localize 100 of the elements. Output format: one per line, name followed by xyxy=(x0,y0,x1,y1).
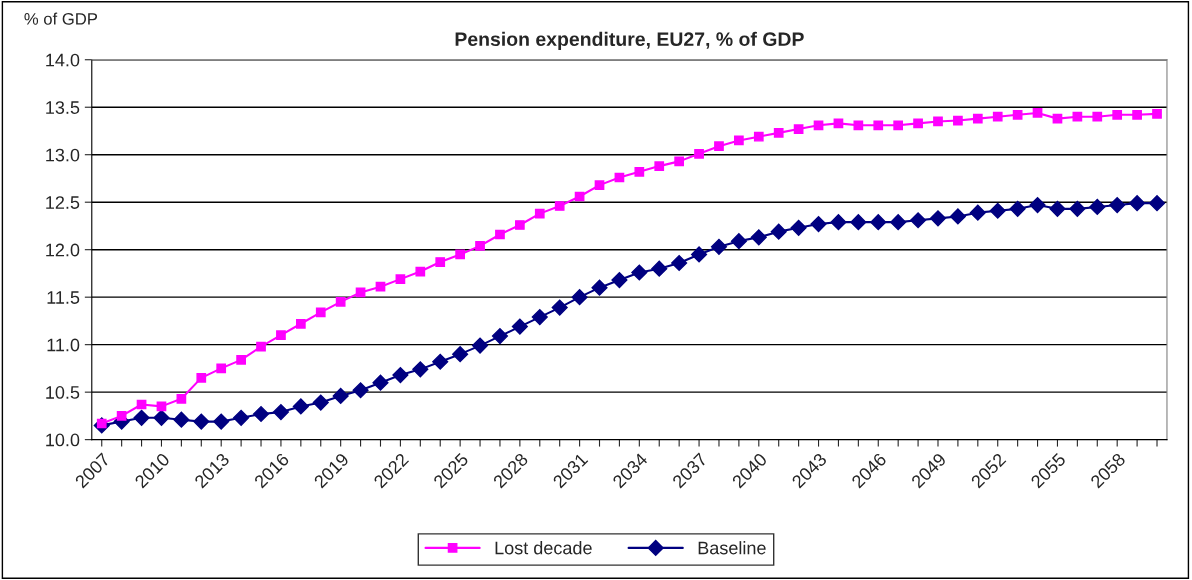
point xyxy=(471,337,489,354)
point xyxy=(1089,198,1106,216)
point xyxy=(213,413,230,430)
point xyxy=(591,279,608,296)
point xyxy=(432,353,449,370)
point xyxy=(193,413,210,430)
point xyxy=(455,249,465,260)
point xyxy=(830,214,847,231)
point xyxy=(1152,109,1162,119)
point xyxy=(873,120,884,131)
point xyxy=(1129,195,1146,212)
point xyxy=(870,214,887,231)
point xyxy=(233,409,250,426)
point xyxy=(1132,109,1142,120)
chart-title: Pension expenditure, EU27, % of GDP xyxy=(455,31,804,50)
point xyxy=(1148,195,1166,212)
point xyxy=(753,131,764,142)
y-tick-label: 14.0 xyxy=(46,53,80,67)
point xyxy=(1069,200,1086,217)
point xyxy=(236,354,246,365)
y-tick-label: 10.5 xyxy=(46,386,80,399)
point xyxy=(276,330,286,341)
point xyxy=(674,156,685,167)
point xyxy=(813,120,824,131)
point xyxy=(910,212,927,229)
point xyxy=(332,387,349,405)
point xyxy=(989,202,1006,219)
point xyxy=(1049,200,1066,217)
legend-label: Lost decade xyxy=(495,541,592,555)
point xyxy=(116,411,127,421)
point xyxy=(173,411,190,428)
legend-label: Baseline xyxy=(698,541,766,555)
point xyxy=(375,281,386,292)
point xyxy=(395,274,406,284)
point xyxy=(372,374,389,391)
point xyxy=(452,346,469,363)
point xyxy=(969,204,986,221)
point xyxy=(734,135,744,146)
y-tick-label: 12.0 xyxy=(46,243,80,257)
point xyxy=(312,394,329,411)
point xyxy=(216,363,227,374)
point xyxy=(252,405,270,423)
point xyxy=(1012,109,1023,120)
point xyxy=(495,229,505,240)
point xyxy=(415,266,426,277)
point xyxy=(256,341,266,352)
point xyxy=(611,272,628,289)
point xyxy=(554,201,565,211)
point xyxy=(1112,109,1123,120)
point xyxy=(133,409,150,426)
point xyxy=(710,238,728,255)
point xyxy=(515,220,525,230)
point xyxy=(315,307,326,318)
point xyxy=(651,260,668,277)
point xyxy=(1072,111,1083,122)
point xyxy=(571,289,588,306)
y-tick-label: 10.0 xyxy=(46,433,80,447)
point xyxy=(531,309,548,326)
y-tick-label: 13.5 xyxy=(46,101,80,114)
point xyxy=(176,393,187,404)
point xyxy=(153,409,170,426)
point xyxy=(292,398,309,415)
point xyxy=(893,120,904,131)
y-tick-label: 11.5 xyxy=(47,291,80,304)
point xyxy=(475,241,485,251)
point xyxy=(534,208,545,219)
point xyxy=(1009,200,1026,217)
point xyxy=(793,124,804,134)
point xyxy=(631,264,648,281)
point xyxy=(295,318,306,329)
point xyxy=(691,246,708,263)
point xyxy=(551,299,568,316)
point xyxy=(730,233,747,250)
point xyxy=(1092,111,1103,122)
point xyxy=(929,210,947,227)
point xyxy=(949,208,966,225)
y-tick-label: 12.5 xyxy=(46,196,80,209)
point xyxy=(594,180,605,190)
y-tick-label: 11.0 xyxy=(47,338,80,352)
point xyxy=(671,254,688,272)
point xyxy=(890,214,907,231)
point xyxy=(491,328,509,345)
point xyxy=(790,219,807,236)
point xyxy=(972,113,983,124)
point xyxy=(810,215,827,233)
point xyxy=(272,404,289,421)
point xyxy=(511,318,528,335)
point xyxy=(1109,196,1126,214)
point xyxy=(196,373,207,383)
point xyxy=(750,229,767,246)
point xyxy=(1032,108,1043,118)
point xyxy=(435,257,446,267)
y-tick-label: 13.0 xyxy=(46,148,80,162)
point xyxy=(634,166,645,177)
point xyxy=(335,297,346,307)
point xyxy=(953,115,963,126)
point xyxy=(714,141,724,152)
point xyxy=(913,118,923,129)
point xyxy=(933,116,943,127)
point xyxy=(773,128,784,138)
